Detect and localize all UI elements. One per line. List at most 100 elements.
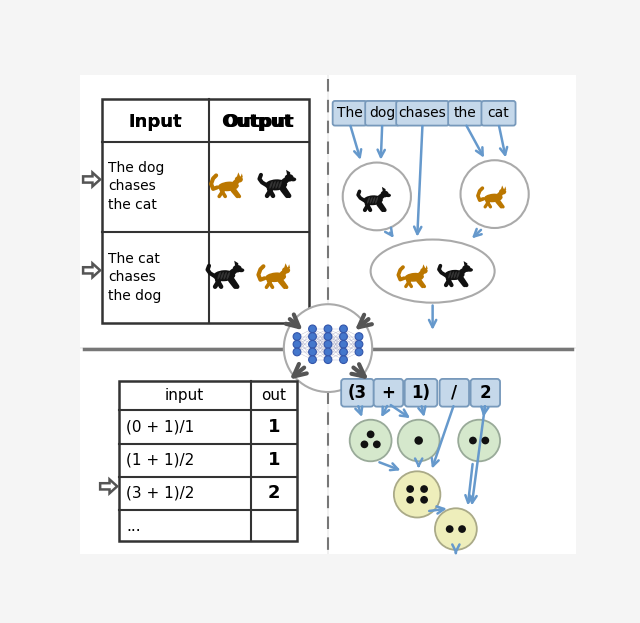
- Bar: [102, 100, 309, 323]
- Text: 1): 1): [412, 384, 431, 402]
- Ellipse shape: [235, 176, 243, 183]
- Text: 1: 1: [268, 418, 280, 436]
- Circle shape: [406, 485, 414, 493]
- Circle shape: [308, 325, 316, 333]
- Ellipse shape: [381, 191, 388, 197]
- Circle shape: [367, 430, 374, 438]
- Circle shape: [308, 333, 316, 340]
- Ellipse shape: [265, 179, 287, 191]
- Text: 2: 2: [268, 484, 280, 502]
- Circle shape: [397, 420, 440, 461]
- Circle shape: [420, 496, 428, 503]
- Text: out: out: [261, 388, 286, 403]
- Bar: [119, 381, 297, 541]
- Circle shape: [293, 348, 301, 356]
- Ellipse shape: [218, 181, 239, 191]
- Text: (1 + 1)/2: (1 + 1)/2: [127, 453, 195, 468]
- Text: the: the: [454, 107, 477, 120]
- Polygon shape: [234, 260, 238, 267]
- Text: /: /: [451, 384, 458, 402]
- Circle shape: [308, 340, 316, 348]
- Polygon shape: [284, 264, 287, 268]
- Bar: [80, 349, 327, 554]
- Circle shape: [293, 333, 301, 340]
- Text: cat: cat: [488, 107, 509, 120]
- Circle shape: [324, 348, 332, 356]
- Polygon shape: [287, 264, 290, 269]
- Text: Input: Input: [129, 113, 182, 131]
- Text: Output: Output: [221, 113, 292, 131]
- Circle shape: [308, 348, 316, 356]
- Ellipse shape: [462, 265, 470, 272]
- Polygon shape: [237, 173, 241, 177]
- Circle shape: [415, 436, 423, 445]
- Circle shape: [324, 333, 332, 340]
- Circle shape: [458, 525, 466, 533]
- Text: Input: Input: [129, 113, 182, 131]
- FancyBboxPatch shape: [374, 379, 403, 407]
- Text: ...: ...: [127, 519, 141, 534]
- Ellipse shape: [229, 269, 237, 275]
- Circle shape: [324, 325, 332, 333]
- Circle shape: [349, 420, 392, 461]
- Circle shape: [420, 485, 428, 493]
- Ellipse shape: [218, 272, 221, 280]
- Text: Output: Output: [223, 113, 294, 131]
- Circle shape: [469, 437, 477, 444]
- Text: The dog
chases
the cat: The dog chases the cat: [108, 161, 164, 212]
- Circle shape: [406, 496, 414, 503]
- Circle shape: [435, 508, 477, 550]
- Circle shape: [340, 340, 348, 348]
- FancyBboxPatch shape: [396, 101, 449, 126]
- Text: dog: dog: [369, 107, 396, 120]
- Ellipse shape: [278, 181, 282, 189]
- Polygon shape: [422, 264, 426, 269]
- Ellipse shape: [451, 272, 454, 278]
- Ellipse shape: [444, 270, 465, 280]
- Circle shape: [461, 160, 529, 228]
- Ellipse shape: [448, 272, 451, 278]
- Ellipse shape: [220, 272, 224, 280]
- Circle shape: [394, 472, 440, 518]
- Polygon shape: [241, 173, 243, 178]
- Ellipse shape: [223, 272, 227, 280]
- Ellipse shape: [404, 273, 424, 282]
- FancyBboxPatch shape: [448, 101, 482, 126]
- Ellipse shape: [418, 271, 424, 277]
- Ellipse shape: [290, 178, 296, 181]
- Circle shape: [355, 348, 363, 356]
- Text: 2: 2: [479, 384, 491, 402]
- Polygon shape: [83, 173, 100, 186]
- Ellipse shape: [232, 179, 239, 186]
- Ellipse shape: [282, 267, 290, 273]
- Ellipse shape: [281, 178, 289, 184]
- Circle shape: [458, 420, 500, 461]
- Circle shape: [340, 333, 348, 340]
- Bar: [329, 349, 576, 554]
- Ellipse shape: [285, 174, 294, 182]
- Circle shape: [340, 325, 348, 333]
- Polygon shape: [463, 261, 467, 267]
- Ellipse shape: [367, 197, 370, 204]
- Polygon shape: [286, 170, 290, 176]
- Ellipse shape: [372, 197, 375, 204]
- Ellipse shape: [275, 181, 279, 189]
- Circle shape: [343, 163, 411, 231]
- Circle shape: [373, 440, 381, 448]
- Bar: [80, 75, 327, 348]
- Circle shape: [446, 525, 454, 533]
- Ellipse shape: [363, 196, 383, 205]
- FancyBboxPatch shape: [404, 379, 437, 407]
- Polygon shape: [83, 264, 100, 277]
- Ellipse shape: [273, 181, 276, 189]
- Ellipse shape: [265, 272, 286, 282]
- Ellipse shape: [370, 197, 372, 204]
- Circle shape: [284, 304, 372, 392]
- Text: 1: 1: [268, 451, 280, 469]
- Ellipse shape: [238, 269, 244, 272]
- FancyBboxPatch shape: [470, 379, 500, 407]
- Ellipse shape: [499, 189, 506, 194]
- FancyBboxPatch shape: [481, 101, 516, 126]
- Ellipse shape: [420, 268, 428, 273]
- Circle shape: [355, 333, 363, 340]
